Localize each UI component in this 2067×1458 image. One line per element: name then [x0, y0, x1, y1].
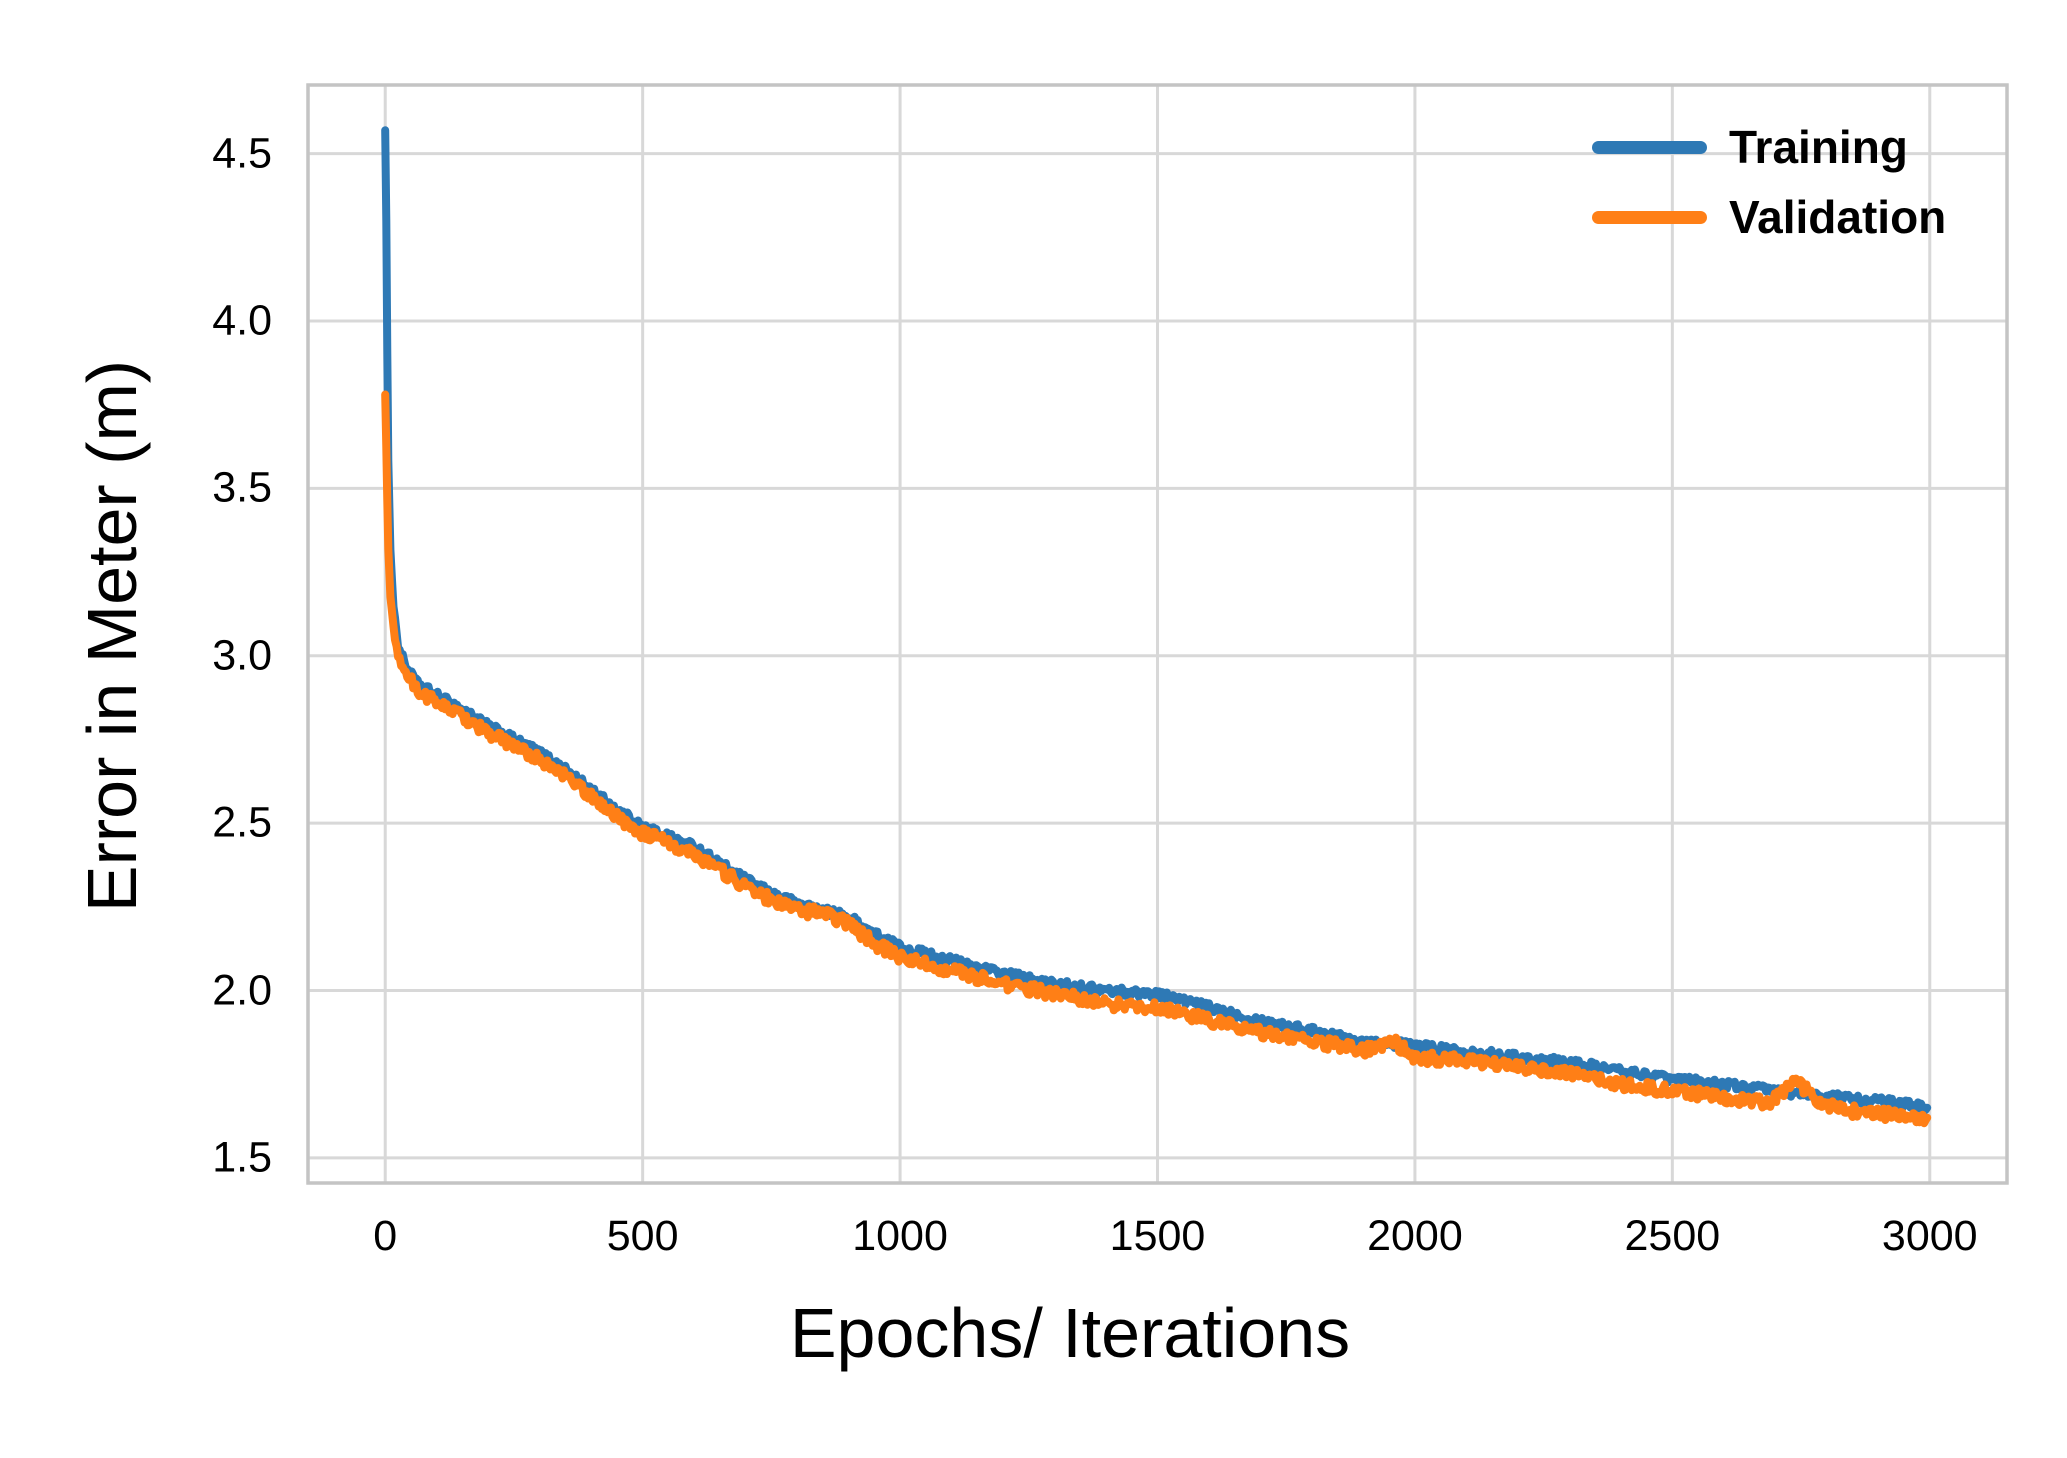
legend-label-training: Training	[1729, 121, 1908, 173]
y-tick-label: 1.5	[212, 1133, 272, 1182]
series-line-validation	[381, 390, 1932, 1128]
legend-label-validation: Validation	[1729, 191, 1947, 243]
y-tick-label: 2.0	[212, 966, 272, 1014]
legend-item-validation: Validation	[1592, 182, 1946, 252]
x-tick-label: 500	[606, 1212, 679, 1260]
x-tick-label: 2000	[1367, 1212, 1463, 1260]
x-tick-label: 2500	[1624, 1212, 1721, 1260]
y-tick-label: 3.0	[212, 631, 272, 680]
y-tick-label: 3.5	[212, 463, 272, 512]
y-axis-title: Error in Meter (m)	[73, 359, 151, 913]
x-axis-title: Epochs/ Iterations	[789, 1294, 1351, 1372]
plot-border	[306, 83, 2009, 1185]
x-tick-label: 3000	[1881, 1212, 1978, 1260]
legend: Training Validation	[1592, 112, 1946, 252]
legend-item-training: Training	[1592, 112, 1946, 182]
x-tick-label: 1500	[1109, 1212, 1206, 1260]
legend-swatch-validation	[1592, 210, 1707, 224]
x-tick-label: 0	[373, 1212, 398, 1260]
y-tick-label: 4.5	[212, 129, 272, 178]
legend-swatch-training	[1592, 140, 1707, 154]
y-tick-label: 2.5	[212, 798, 272, 847]
x-tick-label: 1000	[852, 1212, 948, 1260]
series-line-training	[381, 126, 1932, 1116]
y-tick-label: 4.0	[212, 296, 272, 345]
